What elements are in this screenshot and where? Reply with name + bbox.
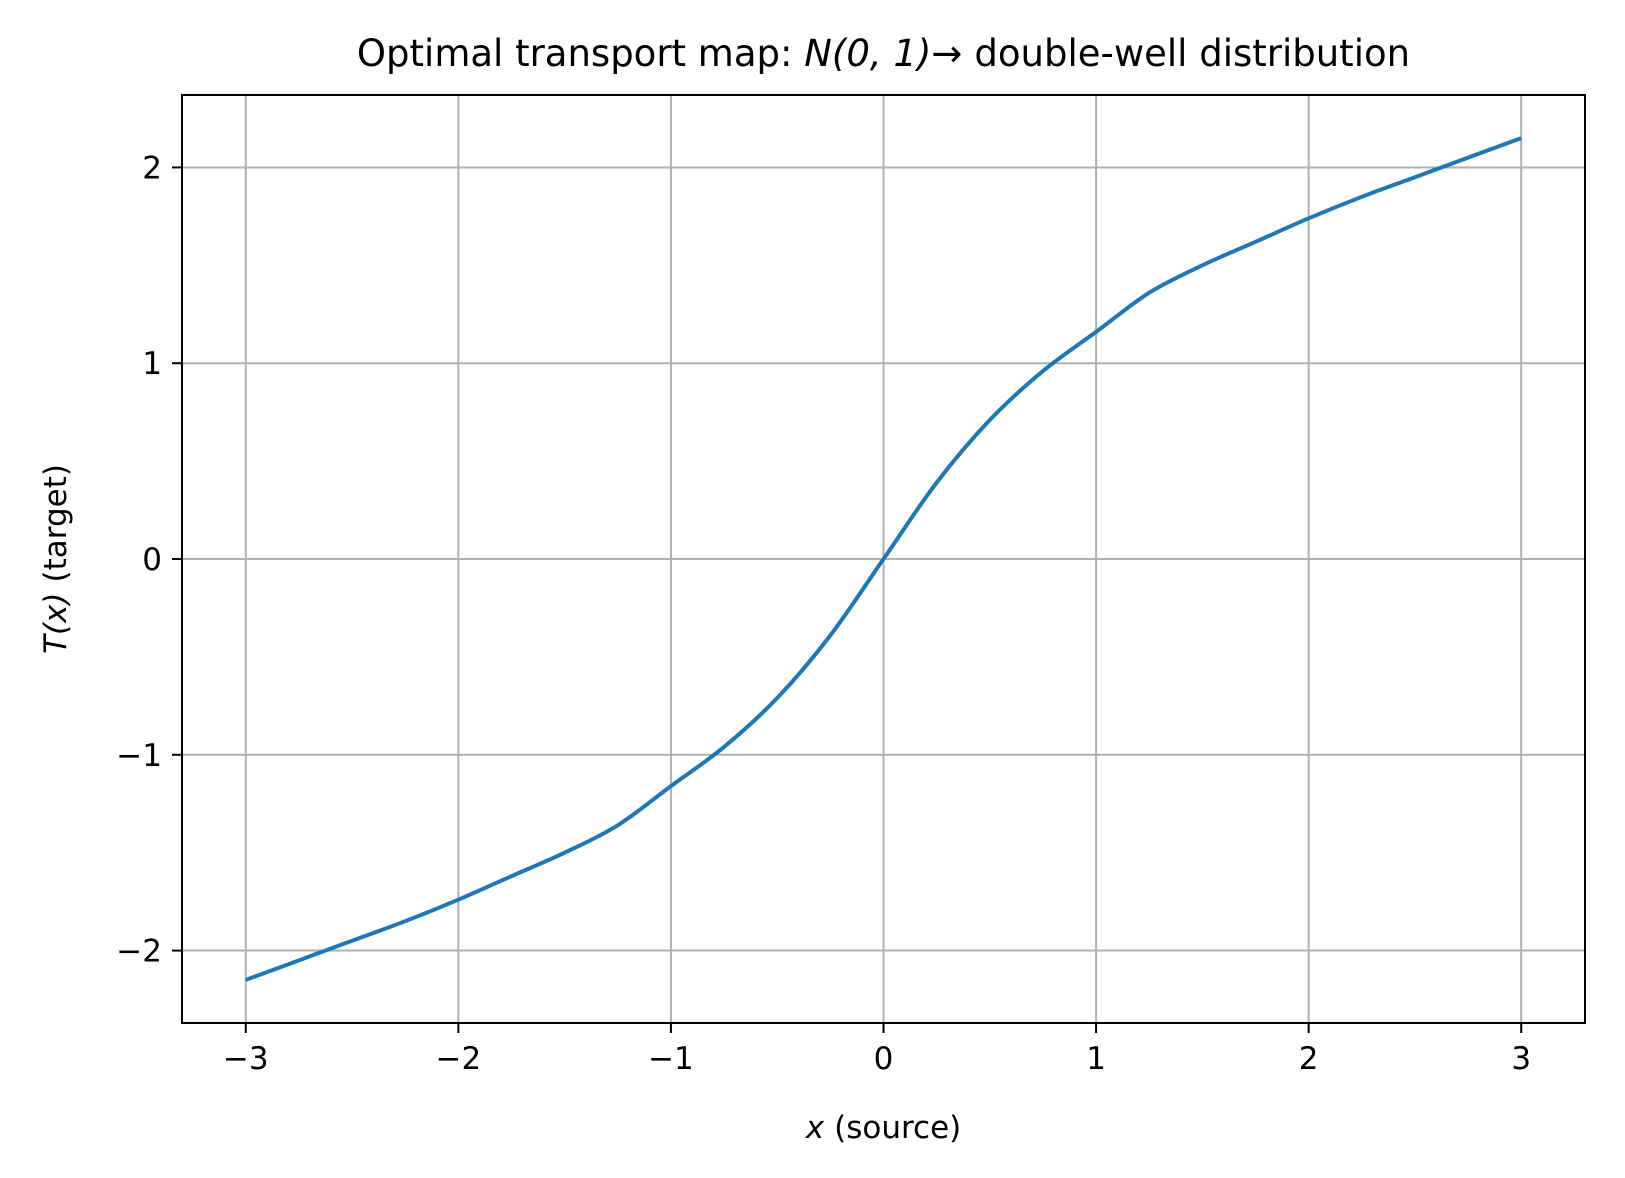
grid	[182, 95, 1585, 1023]
y-tick-label: 0	[142, 542, 162, 578]
plot-area	[245, 136, 1522, 982]
x-tick-label: −3	[223, 1041, 269, 1077]
chart-title-prefix: Optimal transport map:	[357, 32, 804, 75]
y-axis-label: T(x) (target)	[38, 464, 74, 654]
x-tick-label: 1	[1086, 1041, 1106, 1077]
series-line	[245, 136, 1522, 982]
x-tick-label: 3	[1511, 1041, 1531, 1077]
y-tick-label: −1	[116, 738, 162, 774]
y-tick-label: 2	[142, 150, 162, 186]
chart-title-arrow: →	[931, 32, 962, 75]
x-axis-label-math: x	[805, 1110, 825, 1146]
x-axis-label-text: (source)	[834, 1110, 961, 1146]
y-tick-label: 1	[142, 346, 162, 382]
chart-title-math: N(0, 1)	[804, 32, 931, 75]
y-axis-label-math: T(x)	[38, 592, 74, 653]
x-tick-label: −1	[648, 1041, 694, 1077]
chart-title: Optimal transport map: N(0, 1)→ double-we…	[357, 32, 1410, 75]
chart-title-suffix: double-well distribution	[974, 32, 1410, 75]
x-tick-label: −2	[435, 1041, 481, 1077]
x-axis-label: x (source)	[805, 1110, 962, 1146]
y-tick-label: −2	[116, 934, 162, 970]
y-axis-label-text: (target)	[38, 464, 74, 582]
x-tick-label: 0	[874, 1041, 894, 1077]
x-tick-label: 2	[1299, 1041, 1319, 1077]
ticks: −3 −2 −1 0 1 2 3 −2 −1 0 1 2	[116, 150, 1531, 1077]
